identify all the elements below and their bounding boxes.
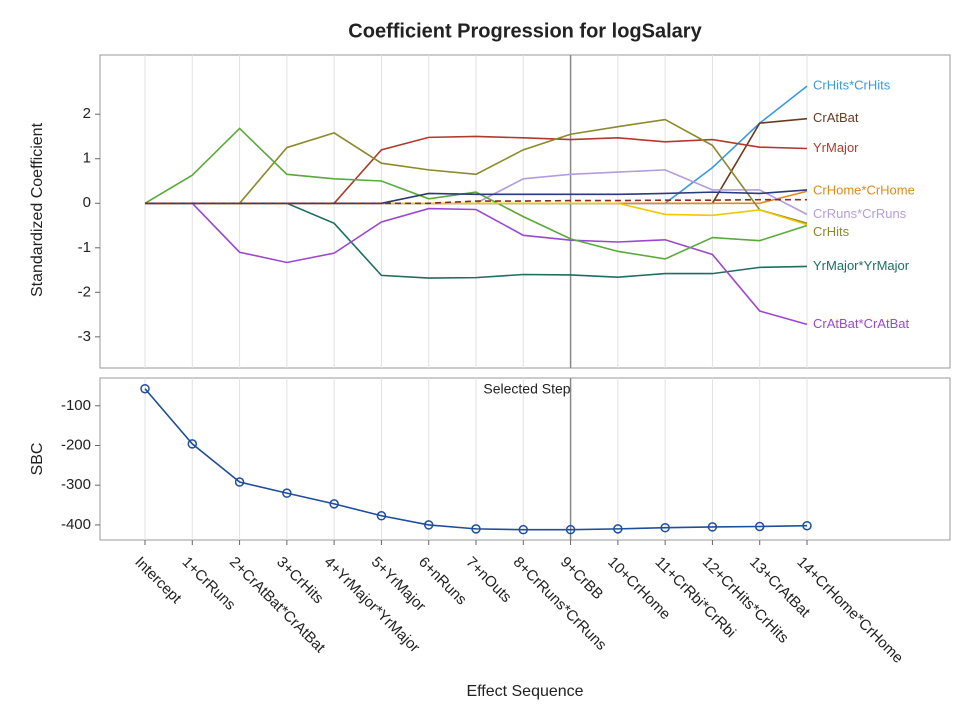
series-label: CrHome*CrHome xyxy=(813,183,915,198)
series-line xyxy=(144,388,808,531)
y-tick-label: -1 xyxy=(78,239,91,256)
series-line xyxy=(145,198,807,205)
series-line xyxy=(145,118,808,225)
y-tick-label: 0 xyxy=(83,194,91,211)
marker xyxy=(518,524,529,535)
marker xyxy=(329,499,339,509)
marker xyxy=(565,524,576,535)
marker xyxy=(613,524,623,534)
marker xyxy=(471,524,481,534)
series-label: CrAtBat*CrAtBat xyxy=(813,316,909,331)
series-label: CrRuns*CrRuns xyxy=(813,206,907,221)
plot-frame xyxy=(99,377,951,541)
y-tick-label: 2 xyxy=(83,105,91,122)
marker xyxy=(376,511,387,521)
annotation: Selected Step xyxy=(483,381,570,397)
plot-frame xyxy=(99,54,951,369)
y-axis-label: SBC xyxy=(29,443,46,476)
y-tick-label: -2 xyxy=(78,283,91,300)
y-tick-label: -3 xyxy=(78,328,91,345)
x-tick-label: 7+nOuts xyxy=(462,554,514,606)
marker xyxy=(282,488,292,498)
marker xyxy=(660,522,670,533)
y-tick-label: -200 xyxy=(61,436,91,453)
chart-title: Coefficient Progression for logSalary xyxy=(348,20,702,42)
x-tick-label: Intercept xyxy=(131,554,185,608)
series-label: YrMajor xyxy=(813,140,859,155)
y-tick-label: -100 xyxy=(61,397,91,414)
marker xyxy=(234,477,245,487)
marker xyxy=(707,522,718,532)
series-line xyxy=(144,127,808,260)
x-tick-label: 12+CrHits*CrHits xyxy=(699,554,792,647)
series-label: CrHits xyxy=(813,224,850,239)
y-tick-label: 1 xyxy=(83,150,91,167)
series-label: YrMajor*YrMajor xyxy=(813,258,910,273)
y-axis-label: Standardized Coefficient xyxy=(29,122,46,297)
marker xyxy=(187,439,198,449)
marker xyxy=(423,520,434,530)
series-label: CrHits*CrHits xyxy=(813,78,891,93)
y-tick-label: -300 xyxy=(61,476,91,493)
y-tick-label: -400 xyxy=(61,516,91,533)
marker xyxy=(802,520,812,531)
series-line xyxy=(145,202,808,326)
x-tick-label: 8+CrRuns*CrRuns xyxy=(510,554,610,654)
marker xyxy=(754,521,765,532)
marker xyxy=(140,383,150,394)
x-tick-label: 11+CrRbi*CrRbi xyxy=(652,554,740,642)
series-label: CrAtBat xyxy=(813,110,859,125)
x-axis-label: Effect Sequence xyxy=(466,683,583,700)
